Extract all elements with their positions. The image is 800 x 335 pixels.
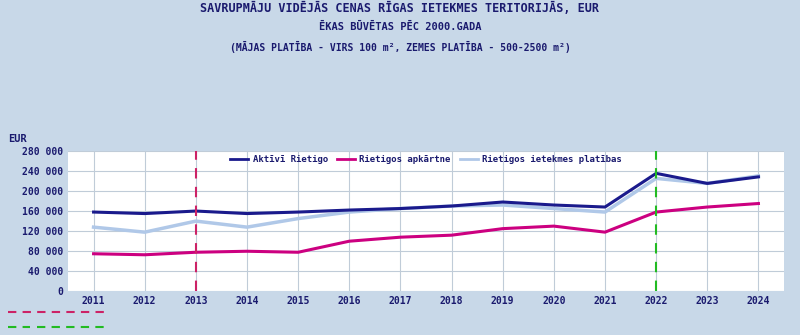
Legend: Aktīvī Rietigo, Rietigos apkārtne, Rietigos ietekmes platības: Aktīvī Rietigo, Rietigos apkārtne, Rieti… [230,155,622,164]
Text: EUR: EUR [8,134,26,144]
Text: (MĀJAS PLATĪBA - VIRS 100 m², ZEMES PLATĪBA - 500-2500 m²): (MĀJAS PLATĪBA - VIRS 100 m², ZEMES PLAT… [230,41,570,53]
Text: SAVRUPMĀJU VIDĒJĀS CENAS RĪGAS IETEKMES TERITORIJĀS, EUR: SAVRUPMĀJU VIDĒJĀS CENAS RĪGAS IETEKMES … [201,2,599,15]
Text: ĒKAS BŪVĒTAS PĒC 2000.GADA: ĒKAS BŪVĒTAS PĒC 2000.GADA [318,22,482,32]
